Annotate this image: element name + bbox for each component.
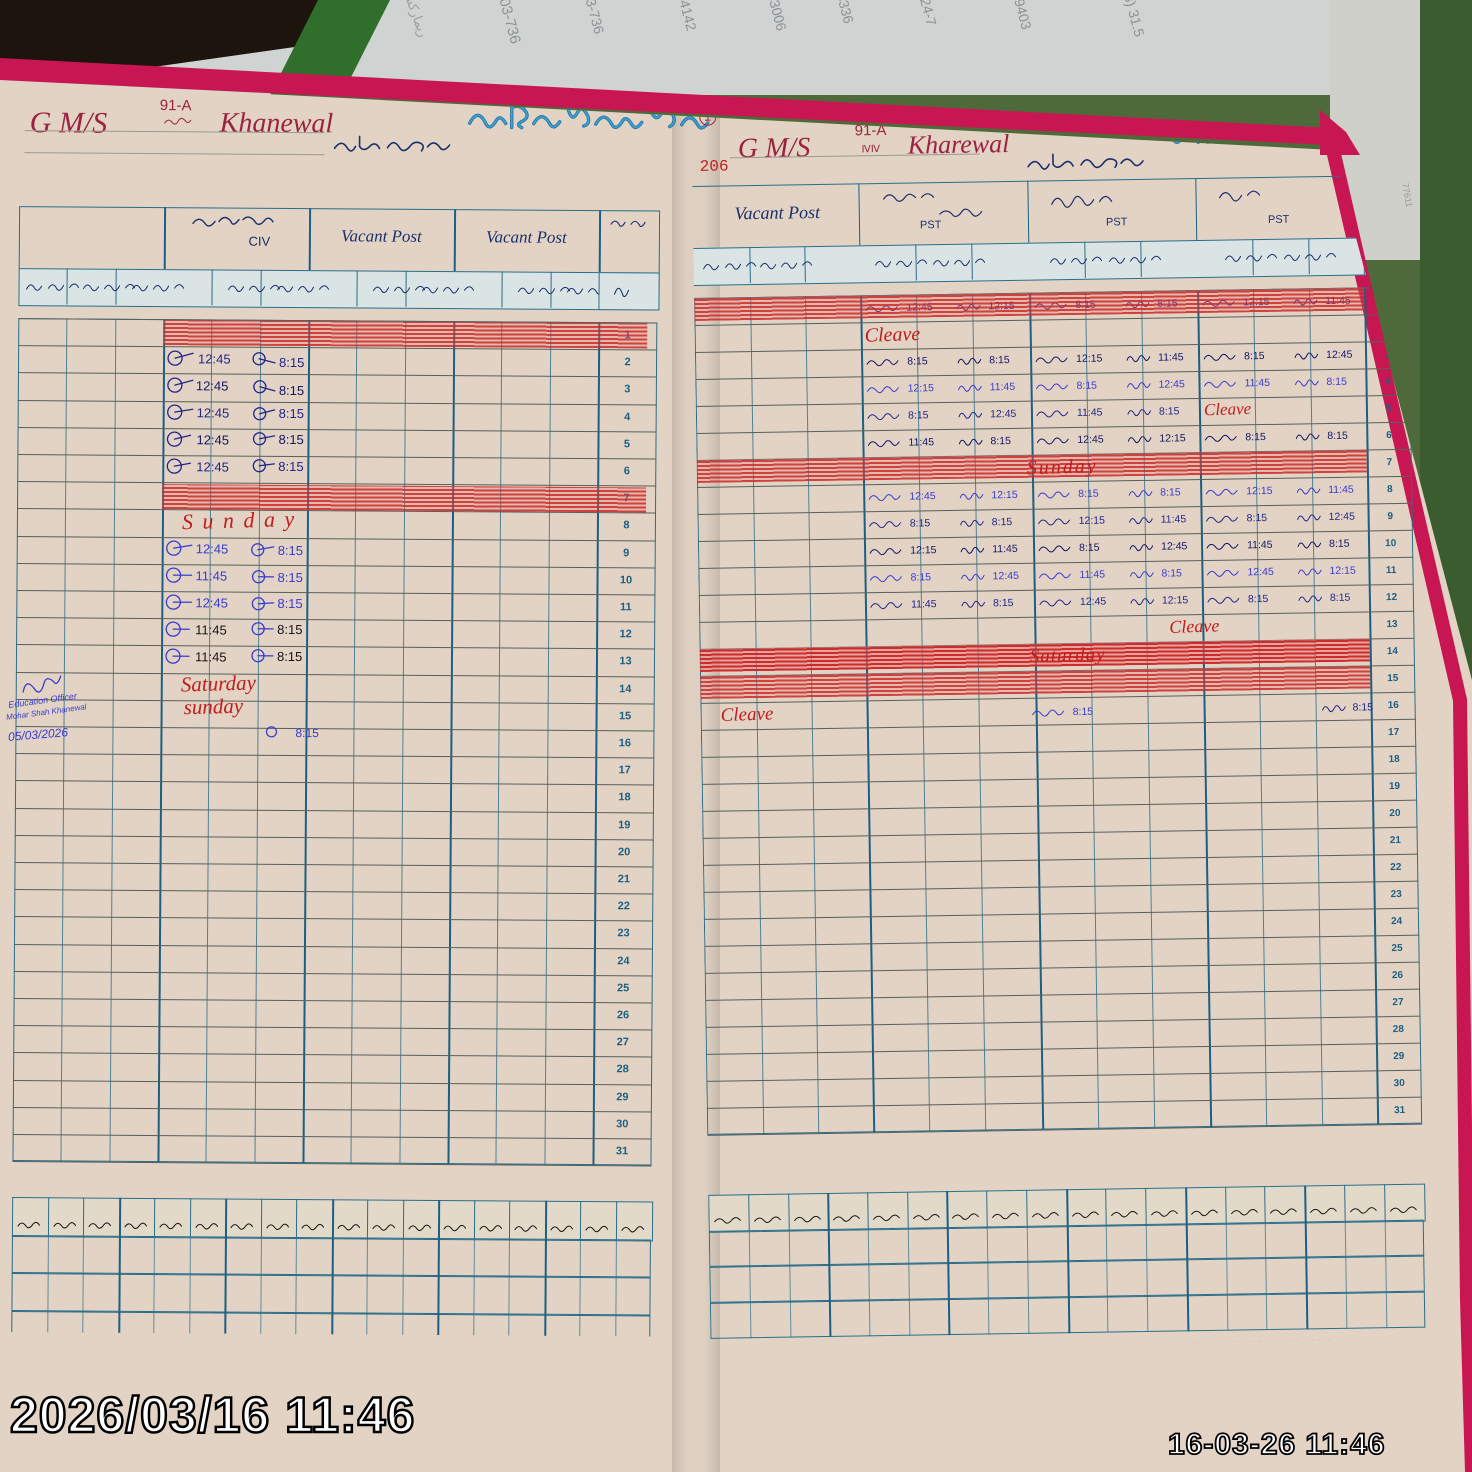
- svg-text:8:15: 8:15: [279, 355, 304, 370]
- svg-text:12:45: 12:45: [195, 595, 228, 610]
- svg-text:PST: PST: [1268, 214, 1290, 226]
- svg-text:12:45: 12:45: [197, 405, 230, 420]
- svg-text:11:45: 11:45: [195, 622, 227, 637]
- svg-text:PST: PST: [920, 219, 942, 231]
- svg-text:8:15: 8:15: [277, 570, 302, 585]
- svg-text:8:15: 8:15: [278, 432, 303, 447]
- svg-text:12:45: 12:45: [196, 432, 229, 447]
- svg-text:12:45: 12:45: [196, 541, 229, 556]
- svg-text:8:15: 8:15: [279, 406, 304, 421]
- svg-text:11:45: 11:45: [196, 568, 228, 583]
- svg-text:12:45: 12:45: [196, 459, 229, 474]
- svg-text:12:45: 12:45: [198, 351, 231, 366]
- svg-text:8:15: 8:15: [277, 622, 302, 637]
- svg-text:8:15: 8:15: [278, 543, 303, 558]
- svg-text:8:15: 8:15: [277, 649, 302, 664]
- svg-text:PST: PST: [1106, 216, 1128, 228]
- svg-text:12:45: 12:45: [196, 378, 229, 393]
- svg-text:8:15: 8:15: [277, 596, 302, 611]
- svg-text:8:15: 8:15: [278, 459, 303, 474]
- svg-text:11:45: 11:45: [195, 649, 227, 664]
- svg-text:8:15: 8:15: [279, 383, 304, 398]
- svg-text:8:15: 8:15: [295, 726, 319, 740]
